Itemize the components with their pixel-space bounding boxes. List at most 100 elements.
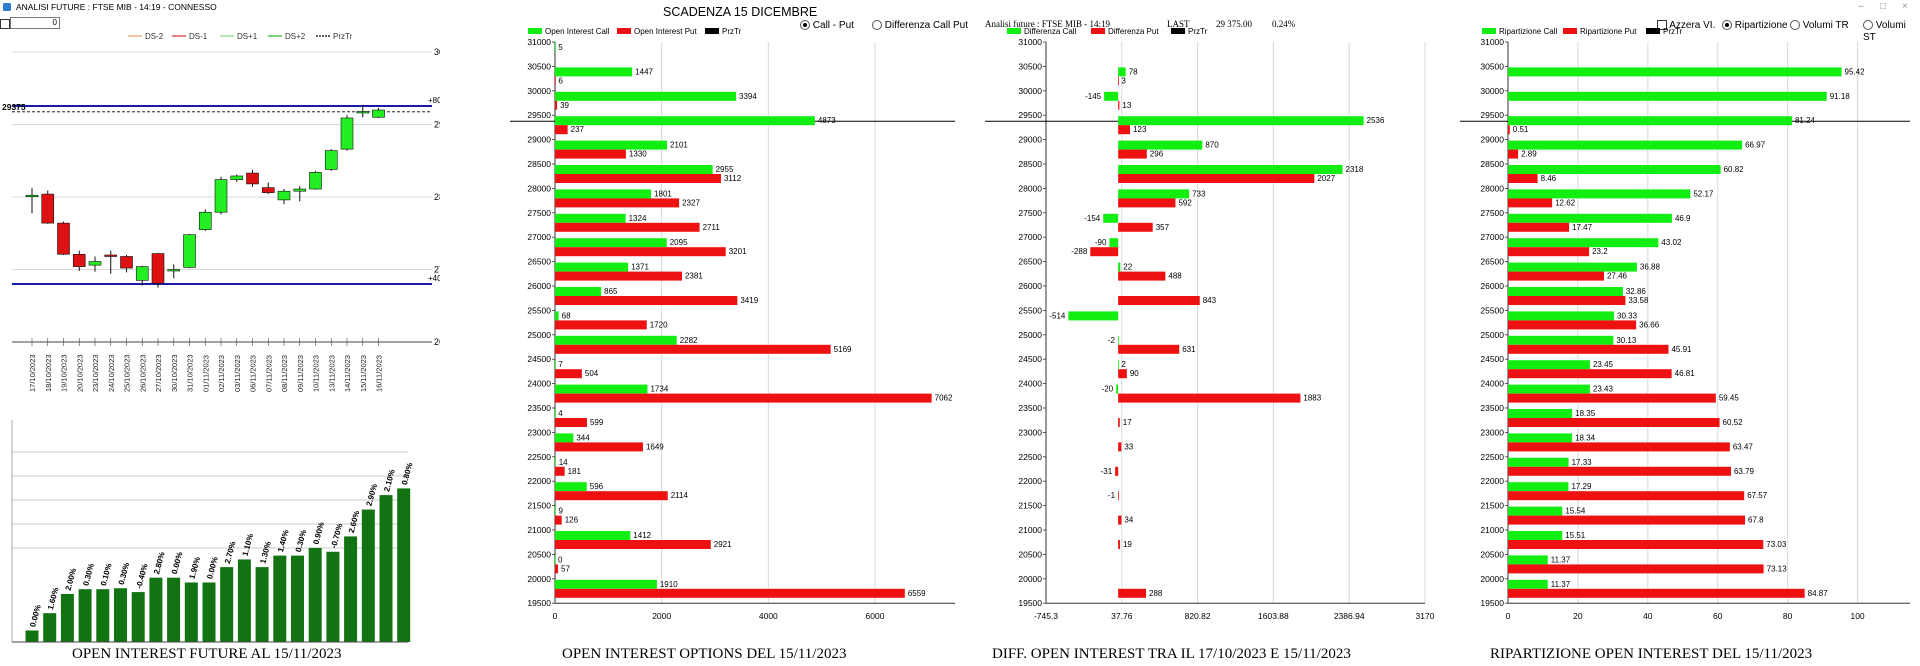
strike-label: 28500	[527, 159, 551, 169]
call-bar	[555, 213, 626, 223]
checkbox[interactable]	[0, 19, 10, 29]
number-spinner[interactable]: 0	[10, 17, 60, 29]
candle-body	[167, 269, 181, 272]
call-bar	[1118, 165, 1343, 174]
radio-icon[interactable]	[1722, 20, 1732, 31]
call-bar	[555, 189, 652, 199]
call-bar	[1508, 67, 1842, 77]
date-label: 07/11/2023	[264, 355, 273, 392]
legend-label: Differenza Call	[1024, 28, 1077, 36]
date-label: 13/11/2023	[327, 355, 336, 392]
x-tick-label: 2386.94	[1334, 611, 1365, 621]
bar-value-label: 73.03	[1766, 540, 1787, 549]
put-bar	[555, 271, 682, 281]
candle-body	[356, 111, 370, 114]
bar-value-label: 13	[1122, 101, 1131, 110]
bar-value-label: -20	[1102, 385, 1114, 394]
bar-value-label: 3419	[740, 296, 758, 305]
put-bar	[1118, 418, 1120, 427]
call-bar	[1508, 457, 1569, 467]
bar-value-label: 39	[560, 101, 569, 110]
call-bar	[555, 457, 556, 467]
strike-label: 31000	[1480, 37, 1504, 47]
candle-body	[120, 256, 133, 269]
bar-value-label: 1649	[646, 442, 664, 451]
legend-label: DS+2	[285, 32, 306, 41]
oi-bar	[397, 488, 411, 642]
strike-label: 30500	[1018, 61, 1042, 71]
minimize-button[interactable]: –	[1858, 1, 1864, 12]
date-label: 09/11/2023	[296, 355, 305, 392]
azzera-checkbox[interactable]: Azzera VI.	[1657, 20, 1715, 32]
candle-body	[135, 266, 149, 281]
call-bar	[1118, 189, 1190, 199]
candle-body	[324, 150, 338, 170]
bar-value-label: 60.82	[1724, 165, 1745, 174]
bar-value-label: -31	[1101, 467, 1113, 476]
put-bar	[1508, 320, 1637, 330]
oi-bar-label: 1.90%	[188, 556, 203, 580]
candle-body	[293, 188, 307, 192]
radio-differenza[interactable]: Differenza Call Put	[872, 20, 968, 32]
bar-value-label: 1324	[629, 214, 647, 223]
maximize-button[interactable]: □	[1880, 1, 1887, 12]
bar-value-label: 91.18	[1830, 92, 1851, 101]
date-label: 02/11/2023	[217, 355, 226, 392]
radio-call-put[interactable]: Call - Put	[800, 20, 854, 32]
call-bar	[1508, 213, 1672, 223]
radio-icon[interactable]	[1863, 20, 1873, 31]
call-bar	[1508, 531, 1563, 540]
put-bar	[1118, 100, 1120, 110]
bar-value-label: 3201	[729, 247, 747, 256]
bar-value-label: 237	[571, 125, 585, 134]
put-bar	[1118, 588, 1147, 598]
put-bar	[1090, 247, 1119, 257]
strike-label: 22500	[1480, 452, 1504, 462]
oi-bar	[308, 547, 322, 642]
radio-icon[interactable]	[872, 20, 882, 31]
oi-bar	[255, 567, 269, 642]
legend-label: DS-2	[145, 32, 164, 41]
call-bar	[555, 67, 633, 77]
strike-label: 26500	[527, 257, 551, 267]
radio-icon[interactable]	[1790, 20, 1800, 31]
legend-label: Differenza Put	[1108, 28, 1159, 36]
legend-swatch	[1482, 28, 1496, 34]
y-tick-label: 29200	[434, 120, 440, 130]
bar-value-label: 1447	[635, 67, 653, 76]
put-bar	[1118, 442, 1122, 452]
put-bar	[1508, 149, 1519, 159]
put-bar	[1118, 198, 1176, 208]
oi-bar-label: 2.60%	[347, 510, 362, 534]
bar-value-label: -154	[1084, 214, 1101, 223]
diff-oi-title: DIFF. OPEN INTEREST TRA IL 17/10/2023 E …	[992, 646, 1351, 662]
bar-value-label: 67.8	[1748, 516, 1764, 525]
candlestick-chart: 30200 29200 28200 27200 26200 DS-2 DS-1 DS+1 DS+…	[2, 32, 440, 392]
bar-value-label: 59.45	[1719, 394, 1740, 403]
level-label-lower: +40	[428, 274, 440, 283]
put-bar	[555, 320, 647, 330]
bar-value-label: 60.52	[1723, 418, 1744, 427]
strike-label: 29500	[1018, 110, 1042, 120]
bar-value-label: 23.43	[1593, 385, 1614, 394]
strike-label: 23500	[1018, 403, 1042, 413]
put-bar	[1118, 76, 1119, 86]
bar-value-label: 68	[562, 311, 571, 320]
strike-label: 26000	[1480, 281, 1504, 291]
radio-icon[interactable]	[800, 20, 810, 31]
strike-label: 20000	[1018, 574, 1042, 584]
legend-swatch	[617, 28, 631, 34]
call-bar	[1118, 262, 1121, 272]
call-bar	[1508, 433, 1573, 443]
oi-options-title: OPEN INTEREST OPTIONS DEL 15/11/2023	[562, 646, 847, 662]
radio-ripartizione[interactable]: Ripartizione	[1722, 20, 1788, 32]
bar-value-label: 95.42	[1845, 67, 1866, 76]
strike-label: 25500	[1480, 305, 1504, 315]
put-bar	[1508, 442, 1730, 452]
strike-label: 24000	[527, 379, 551, 389]
oi-bar-label: 2.70%	[223, 540, 238, 564]
strike-label: 22500	[1018, 452, 1042, 462]
radio-volumi-tr[interactable]: Volumi TR	[1790, 20, 1849, 32]
radio-volumi-st[interactable]: Volumi ST	[1863, 20, 1920, 44]
close-button[interactable]: ×	[1902, 1, 1908, 12]
